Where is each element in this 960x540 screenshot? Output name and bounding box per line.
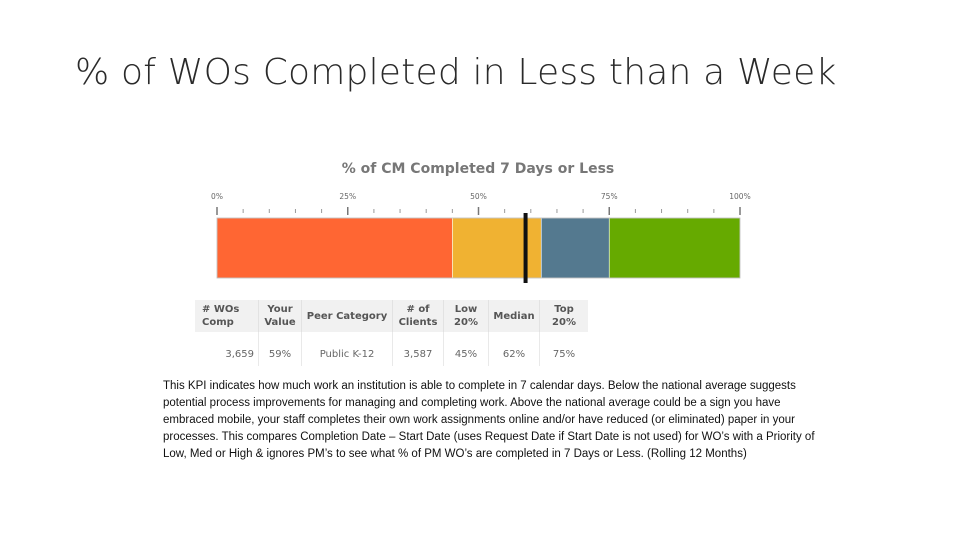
header-low-20: Low 20% bbox=[443, 300, 489, 332]
range-band bbox=[540, 217, 610, 279]
cell-top-20: 75% bbox=[552, 349, 576, 360]
slide-title: % of WOs Completed in Less than a Week bbox=[75, 52, 837, 93]
tick-label: 0% bbox=[211, 192, 223, 201]
band-outline bbox=[216, 217, 741, 279]
cell-wos-comp: 3,659 bbox=[195, 332, 259, 366]
tick-label: 50% bbox=[470, 192, 487, 201]
completion-gauge-chart: % of CM Completed 7 Days or Less 0% 25% 50… bbox=[211, 161, 751, 283]
tick-label: 100% bbox=[729, 192, 750, 201]
range-band bbox=[216, 217, 453, 279]
cell-low-20: 45% bbox=[443, 332, 489, 366]
header-number-of-clients: # of Clients bbox=[392, 300, 444, 332]
tick-label: 75% bbox=[601, 192, 618, 201]
cell-number-of-clients: 3,587 bbox=[392, 332, 444, 366]
header-median: Median bbox=[488, 300, 540, 332]
range-band bbox=[608, 217, 741, 279]
your-value-marker bbox=[523, 213, 528, 283]
marker-layer bbox=[523, 213, 528, 283]
table-row: 3,659 59% Public K-12 3,587 45% 62% 75% bbox=[195, 332, 588, 366]
chart-title: % of CM Completed 7 Days or Less bbox=[342, 161, 615, 177]
header-your-value: Your Value bbox=[258, 300, 302, 332]
cell-peer-category: Public K-12 bbox=[301, 332, 393, 366]
range-band bbox=[452, 217, 542, 279]
header-wos-comp: # WOs Comp bbox=[195, 300, 259, 332]
kpi-table: # WOs Comp Your Value Peer Category # of… bbox=[195, 300, 588, 366]
cell-median: 62% bbox=[488, 332, 540, 366]
band-layer bbox=[216, 217, 741, 279]
header-top-20: Top 20% bbox=[539, 300, 588, 332]
kpi-table-header-row: # WOs Comp Your Value Peer Category # of… bbox=[195, 300, 588, 332]
header-peer-category: Peer Category bbox=[301, 300, 393, 332]
cell-your-value: 59% bbox=[258, 332, 302, 366]
tick-label: 25% bbox=[339, 192, 356, 201]
kpi-description: This KPI indicates how much work an inst… bbox=[163, 380, 815, 460]
tick-layer: 0% 25% 50% 75% 100% bbox=[211, 192, 751, 215]
